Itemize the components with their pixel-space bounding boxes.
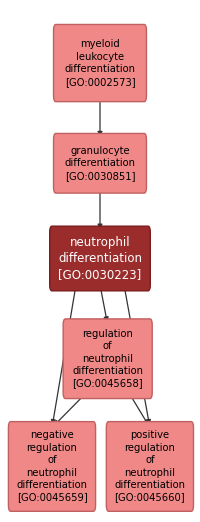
Text: negative
regulation
of
neutrophil
differentiation
[GO:0045659]: negative regulation of neutrophil differ… <box>16 431 88 503</box>
FancyBboxPatch shape <box>63 319 152 399</box>
Text: granulocyte
differentiation
[GO:0030851]: granulocyte differentiation [GO:0030851] <box>64 146 136 181</box>
FancyBboxPatch shape <box>106 422 194 512</box>
FancyBboxPatch shape <box>50 226 150 291</box>
Text: myeloid
leukocyte
differentiation
[GO:0002573]: myeloid leukocyte differentiation [GO:00… <box>64 40 136 87</box>
FancyBboxPatch shape <box>54 134 146 193</box>
Text: regulation
of
neutrophil
differentiation
[GO:0045658]: regulation of neutrophil differentiation… <box>72 329 143 388</box>
FancyBboxPatch shape <box>8 422 96 512</box>
Text: positive
regulation
of
neutrophil
differentiation
[GO:0045660]: positive regulation of neutrophil differ… <box>114 431 185 503</box>
FancyBboxPatch shape <box>54 25 146 102</box>
Text: neutrophil
differentiation
[GO:0030223]: neutrophil differentiation [GO:0030223] <box>58 236 142 281</box>
